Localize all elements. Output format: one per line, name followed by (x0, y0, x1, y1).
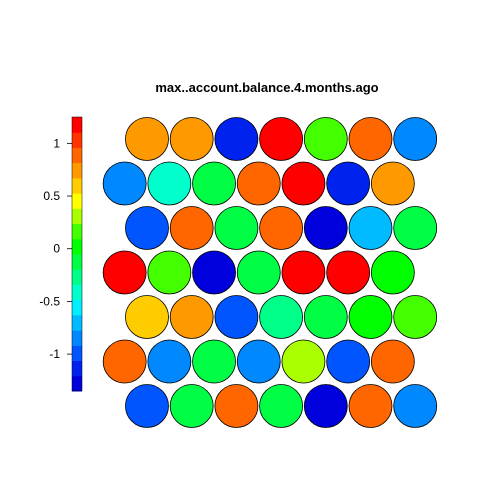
colorbar-segment (72, 162, 82, 179)
hex-cell (348, 295, 393, 339)
hex-cell (281, 339, 326, 384)
hex-cell (348, 206, 393, 250)
hex-cell (102, 339, 147, 384)
hex-cell (393, 295, 438, 339)
hex-cell (370, 161, 415, 206)
hex-cell (281, 250, 326, 295)
hex-cell (214, 206, 259, 250)
hex-cell (393, 206, 438, 250)
hex-cell (169, 384, 214, 428)
colorbar-segment (72, 269, 82, 285)
colorbar-tick-label: 0.5 (43, 189, 60, 203)
hex-cell (393, 117, 438, 161)
hex-cell (303, 206, 348, 250)
hex-cell (214, 295, 259, 339)
colorbar-segment (72, 330, 82, 346)
hex-cell (214, 117, 259, 161)
hex-cell (303, 384, 348, 428)
hex-cells (102, 117, 438, 428)
hex-cell (393, 384, 438, 428)
colorbar-tick-label: 0 (53, 242, 60, 256)
hex-cell (259, 206, 304, 250)
colorbar-tick-label: -1 (49, 347, 60, 361)
hex-cell (303, 117, 348, 161)
hex-cell (147, 161, 192, 206)
hex-cell (192, 339, 236, 384)
colorbar-segment (72, 254, 82, 270)
colorbar-segment (72, 132, 82, 148)
hex-cell (125, 295, 169, 339)
colorbar-segment (72, 223, 82, 240)
colorbar-segment (72, 345, 82, 362)
hex-cell (259, 295, 304, 339)
colorbar-segment (72, 238, 82, 255)
hex-cell (214, 384, 259, 428)
hex-cell (326, 339, 371, 384)
colorbar-outline (71, 116, 83, 392)
hex-cell (281, 161, 326, 206)
hex-cell (125, 206, 169, 250)
hex-cell (169, 295, 214, 339)
hex-cell (370, 250, 415, 295)
colorbar-segment (72, 284, 82, 301)
hex-cell (169, 206, 214, 250)
colorbar-segment (72, 117, 82, 133)
colorbar-ticks: 1 0.5 0 -0.5 -1 (39, 136, 72, 361)
hex-cell (326, 250, 371, 295)
hex-cell (348, 384, 393, 428)
colorbar-segment (72, 177, 82, 194)
hex-cell (236, 161, 281, 206)
hex-cell (147, 250, 192, 295)
hex-cell (348, 117, 393, 161)
hex-cell (169, 117, 214, 161)
hex-cell (125, 384, 169, 428)
hex-cell (326, 161, 371, 206)
hex-cell (259, 117, 304, 161)
chart-title: max..account.balance.4.months.ago (155, 80, 378, 95)
colorbar (71, 116, 83, 392)
hex-cell (192, 161, 236, 206)
colorbar-segment (72, 314, 82, 331)
colorbar-segment (72, 147, 82, 164)
colorbar-segment (72, 299, 82, 316)
hex-cell (370, 339, 415, 384)
hex-cell (236, 339, 281, 384)
colorbar-segment (72, 193, 82, 209)
hex-cell (147, 339, 192, 384)
colorbar-segment (72, 375, 82, 392)
colorbar-tick-label: 1 (53, 136, 60, 150)
colorbar-segment (72, 208, 82, 225)
hex-cell (303, 295, 348, 339)
hex-cell (259, 384, 304, 428)
hex-cell (125, 117, 169, 161)
hex-cell (102, 250, 147, 295)
hex-cell (192, 250, 236, 295)
colorbar-segment (72, 360, 82, 377)
colorbar-tick-label: -0.5 (39, 294, 60, 308)
hex-cell (102, 161, 147, 206)
hex-cell (236, 250, 281, 295)
